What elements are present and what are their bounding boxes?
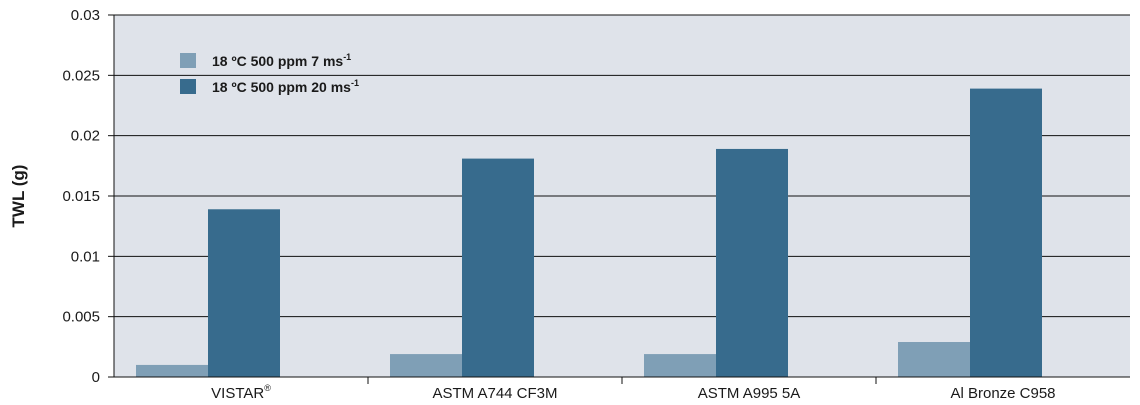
axes (108, 14, 1130, 384)
bar (970, 88, 1042, 378)
x-tick-label: ASTM A995 5A (698, 385, 801, 402)
y-tick-label: 0 (92, 369, 100, 386)
bar (462, 158, 534, 377)
bar (136, 364, 208, 377)
legend: 18 ºC 500 ppm 7 ms-1 18 ºC 500 ppm 20 ms-… (180, 52, 359, 95)
bar (644, 354, 716, 377)
y-tick-label: 0.02 (71, 128, 100, 145)
x-tick-label: ASTM A744 CF3M (432, 385, 557, 402)
legend-label: 18 ºC 500 ppm 20 ms-1 (212, 78, 359, 95)
y-tick-label: 0.01 (71, 248, 100, 265)
bar (716, 148, 788, 377)
bar (208, 209, 280, 377)
y-tick-labels: 0 0.005 0.01 0.015 0.02 0.025 0.03 (62, 7, 100, 386)
y-tick-label: 0.015 (62, 188, 100, 205)
y-tick-label: 0.025 (62, 67, 100, 84)
bars (136, 88, 1042, 378)
y-tick-label: 0.03 (71, 7, 100, 24)
x-tick-label: Al Bronze C958 (950, 385, 1055, 402)
x-tick-label: VISTAR® (211, 383, 271, 402)
bar (390, 354, 462, 377)
bar (898, 342, 970, 377)
legend-swatch (180, 53, 196, 68)
y-tick-label: 0.005 (62, 309, 100, 326)
y-axis-label: TWL (g) (9, 165, 28, 228)
legend-label: 18 ºC 500 ppm 7 ms-1 (212, 52, 351, 69)
x-tick-labels: VISTAR® ASTM A744 CF3M ASTM A995 5A Al Bron… (211, 383, 1055, 402)
legend-swatch (180, 79, 196, 94)
